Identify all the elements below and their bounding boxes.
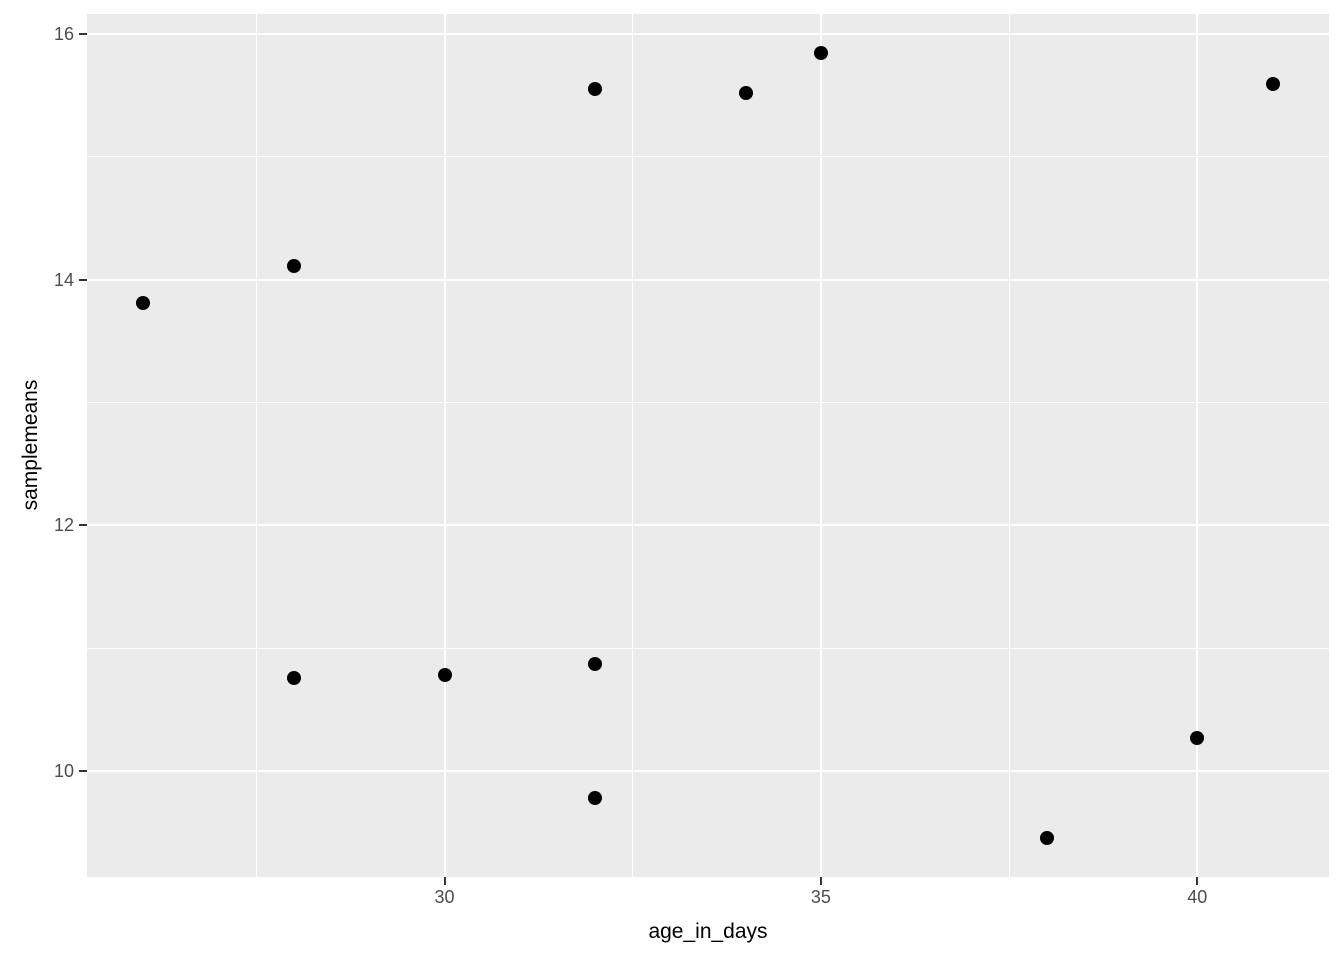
x-axis-title: age_in_days <box>648 920 768 943</box>
x-major-gridline <box>1196 14 1199 877</box>
x-tick-mark <box>443 877 446 885</box>
data-point <box>813 46 828 61</box>
x-tick-mark <box>819 877 822 885</box>
plot-panel <box>87 14 1329 877</box>
y-minor-gridline <box>87 647 1329 649</box>
x-tick-mark <box>1196 877 1199 885</box>
x-major-gridline <box>443 14 446 877</box>
data-point <box>588 81 603 96</box>
y-tick-label: 16 <box>53 23 74 44</box>
data-point <box>1265 77 1280 92</box>
x-tick-label: 30 <box>434 887 455 907</box>
x-minor-gridline <box>1008 14 1010 877</box>
data-point <box>738 85 753 100</box>
y-major-gridline <box>87 278 1329 281</box>
y-axis-title: samplemeans <box>19 379 42 511</box>
data-point <box>588 791 603 806</box>
x-tick-label: 35 <box>810 887 831 907</box>
y-tick-label: 12 <box>53 515 74 536</box>
data-point <box>437 668 452 683</box>
y-tick-mark <box>79 770 87 773</box>
y-tick-mark <box>79 32 87 35</box>
x-minor-gridline <box>632 14 634 877</box>
y-major-gridline <box>87 770 1329 773</box>
y-minor-gridline <box>87 156 1329 158</box>
y-major-gridline <box>87 524 1329 527</box>
data-point <box>287 670 301 685</box>
data-point <box>1039 830 1054 845</box>
x-minor-gridline <box>255 14 257 877</box>
x-major-gridline <box>819 14 822 877</box>
data-point <box>588 657 603 672</box>
y-tick-mark <box>79 524 87 527</box>
y-tick-mark <box>79 278 87 281</box>
data-point <box>1190 731 1205 746</box>
data-point <box>287 259 301 274</box>
y-major-gridline <box>87 32 1329 35</box>
data-point <box>136 295 151 310</box>
x-tick-label: 40 <box>1187 887 1208 907</box>
y-minor-gridline <box>87 401 1329 403</box>
y-tick-label: 14 <box>53 269 74 290</box>
y-tick-label: 10 <box>53 761 74 782</box>
